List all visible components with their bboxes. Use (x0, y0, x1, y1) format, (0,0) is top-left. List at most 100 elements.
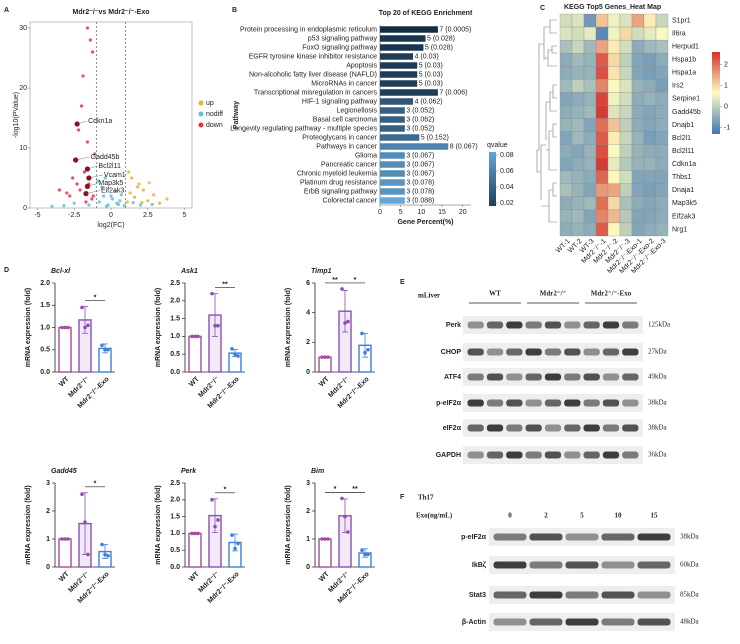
x-axis-label: Gene Percent(%) (397, 219, 453, 226)
data-point (323, 537, 327, 541)
point (131, 201, 135, 205)
heatmap-cell (583, 13, 597, 28)
heatmap-cell (631, 118, 645, 132)
data-point (60, 325, 64, 330)
legend-swatch (198, 122, 204, 128)
data-point (340, 287, 344, 291)
x-tick-label: 20 (459, 209, 467, 216)
heatmap-cell (655, 170, 669, 184)
heatmap-cell (607, 209, 621, 224)
bar-label: 4 (0.03) (415, 53, 439, 60)
point (113, 189, 118, 193)
heatmap-cell (571, 66, 585, 80)
group-label: Mdr2⁻/⁻-Exo (591, 290, 632, 298)
blot-band (529, 561, 563, 569)
y-tick-label: 1.5 (170, 513, 180, 520)
bar (380, 80, 418, 87)
leader-line (87, 165, 98, 170)
data-point (60, 537, 64, 541)
point (147, 181, 151, 185)
row-label: Bcl2l11 (672, 148, 695, 155)
blot-band (529, 533, 563, 541)
data-point (366, 347, 370, 352)
heatmap-cell (607, 26, 621, 41)
heatmap-cell (619, 13, 633, 28)
heatmap-cell (619, 170, 633, 184)
bar (380, 62, 418, 69)
color-tick-label: 0.06 (500, 168, 514, 175)
chart-title: Gadd45 (51, 468, 77, 475)
blot-size: 125kDa (648, 321, 671, 329)
heatmap-cell (643, 66, 657, 80)
blot-band (506, 321, 523, 329)
y-tick-label: ErbB signaling pathway (304, 188, 378, 195)
heatmap-cell (595, 13, 609, 28)
legend-label: nodiff (206, 111, 223, 118)
data-point (193, 334, 197, 339)
x-tick-label: 5 (183, 212, 187, 219)
heatmap-cell (571, 53, 585, 67)
heatmap-cell (631, 105, 645, 119)
heatmap-cell (595, 209, 609, 224)
heatmap-cell (571, 183, 585, 197)
heatmap-cell (655, 13, 669, 28)
panel-label: B (232, 7, 237, 14)
bar-label: 3 (0.067) (406, 170, 434, 177)
blot-band (601, 533, 635, 541)
dose-value: 10 (615, 512, 623, 520)
heatmap-cell (583, 196, 597, 211)
blot-band (467, 424, 484, 432)
heatmap-cell (571, 170, 585, 184)
y-axis-label: mRNA expression (fold) (285, 485, 292, 564)
bar-label: 8 (0.067) (450, 143, 478, 150)
heatmap-cell (619, 222, 633, 237)
bar (380, 152, 405, 159)
heatmap-cell (559, 39, 573, 54)
heatmap-cell (571, 222, 585, 237)
y-tick-label: 2 (306, 339, 310, 346)
significance-label: * (224, 487, 227, 494)
data-point (233, 352, 237, 357)
blot-band (601, 591, 635, 599)
heatmap-cell (595, 26, 609, 41)
heatmap-cell (619, 196, 633, 211)
heatmap-cell (607, 157, 621, 171)
blot-strip (489, 528, 675, 546)
legend-title: qvalue (487, 142, 508, 149)
heatmap-cell (583, 26, 597, 41)
heatmap-cell (655, 118, 669, 132)
row-label: S1pr1 (672, 17, 691, 24)
x-tick-label: 15 (438, 209, 446, 216)
data-point (343, 321, 347, 325)
point (91, 194, 95, 198)
row-label: Cdkn1a (672, 161, 696, 168)
point (152, 193, 156, 197)
leader-line (75, 156, 90, 161)
y-axis-label: mRNA expression (fold) (25, 288, 32, 367)
heatmap-cell (619, 118, 633, 132)
significance-label: ** (222, 282, 228, 289)
blot-size: 48kDa (680, 618, 700, 626)
heatmap-cell (631, 79, 645, 93)
blot-protein: Perk (446, 322, 461, 329)
blot-band (529, 618, 563, 626)
chart-title: Bim (311, 468, 324, 475)
data-point (100, 542, 104, 547)
row-label: Irs2 (672, 83, 684, 90)
heatmap-cell (595, 170, 609, 184)
point (132, 195, 137, 199)
blot-band (622, 348, 639, 356)
heatmap-cell (607, 183, 621, 197)
blot-band (637, 533, 671, 541)
heatmap-cell (559, 66, 573, 80)
row-label: Il6ra (672, 30, 686, 37)
chart-title: Mdr2⁻/⁻vs Mdr2⁻/⁻-Exo (72, 9, 149, 16)
heatmap-cell (607, 13, 621, 28)
data-point (213, 524, 217, 529)
heatmap-cell (643, 144, 657, 158)
point (127, 170, 131, 174)
heatmap-cell (595, 118, 609, 132)
y-tick-label: Non-alcoholic fatty liver disease (NAFLD… (249, 71, 377, 78)
heatmap-cell (559, 105, 573, 119)
heatmap-cell (595, 92, 609, 106)
